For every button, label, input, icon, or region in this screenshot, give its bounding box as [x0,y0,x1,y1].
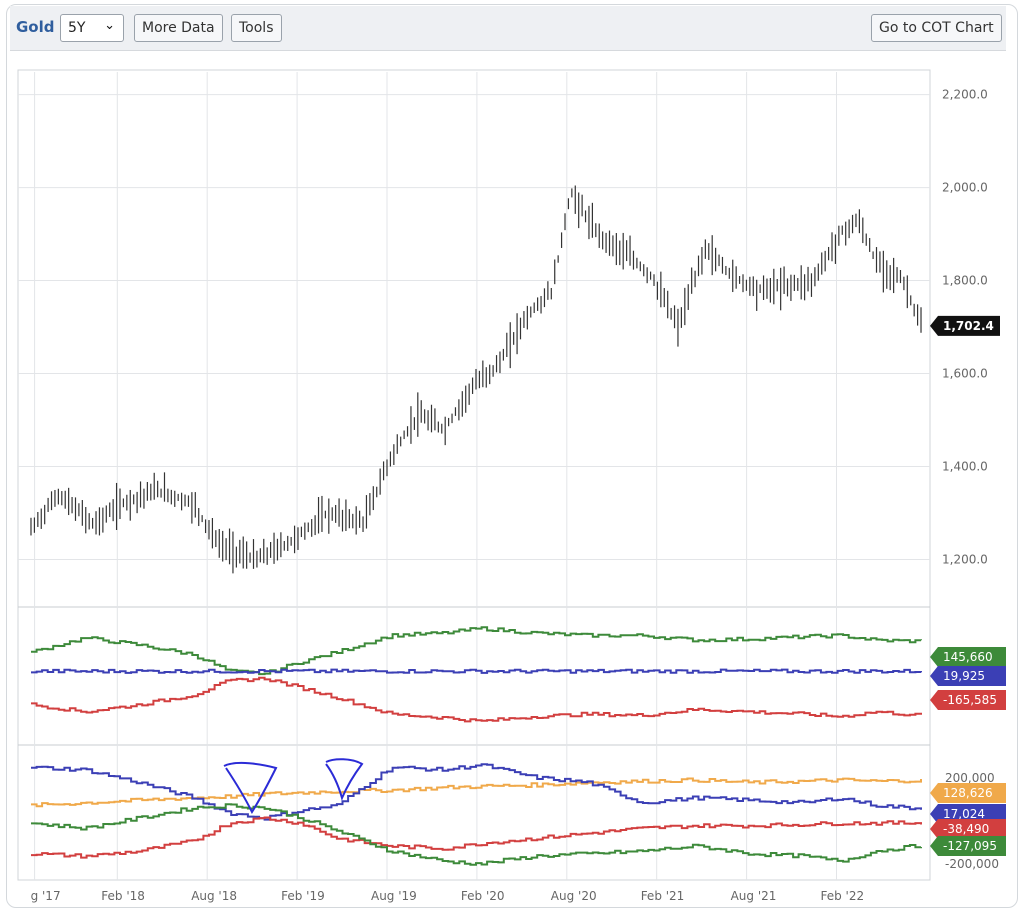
price-panel: 2,200.0 2,000.0 1,800.0 1,600.0 1,400.0 1,200… [30,88,1000,574]
net-series-badge [930,666,1006,686]
net-series-line [31,676,922,723]
chart-border [17,69,931,881]
annotation-triangle-2 [325,758,364,801]
period-select[interactable]: 5Y ⌄ [60,14,124,42]
chart-toolbar: Gold 5Y ⌄ More Data Tools Go to COT Char… [10,6,1006,51]
cot-chart-button[interactable]: Go to COT Chart [871,14,1002,42]
net-series-badge [930,690,1006,710]
oi-series-badge [930,836,1006,856]
oi-series-line [31,763,922,821]
oi-series-badge [930,819,1006,839]
x-tick-label: Feb '20 [461,889,505,903]
last-price-label: 1,702.4 [943,319,994,333]
x-tick-label: Feb '18 [101,889,145,903]
x-tick-label: g '17 [31,889,61,903]
y-tick-label: 200,000 [945,771,995,785]
price-bars [30,185,922,574]
oi-series-badge [930,783,1006,803]
net-series-label: 145,660 [943,650,993,664]
chart-widget [6,4,1018,908]
oi-series-label: 17,024 [943,807,985,821]
y-tick-label: 2,000.0 [942,181,988,195]
oi-series-label: -127,095 [943,839,997,853]
x-tick-label: Feb '22 [821,889,865,903]
y-tick-label: 1,400.0 [942,460,988,474]
chevron-down-icon: ⌄ [104,18,115,33]
open-interest-panel: 200,000 -200,000 128,626 17,024-38,490 -127,… [31,763,1006,871]
x-tick-label: Feb '19 [281,889,325,903]
period-value: 5Y [68,20,86,36]
oi-series-label: -38,490 [943,822,989,836]
oi-series-line [31,803,922,866]
net-series-line [31,668,922,674]
x-tick-label: Aug '19 [371,889,417,903]
net-positions-panel: 145,660 19,925 -165,585 [31,626,1006,723]
x-axis: g '17 Feb '18 Aug '18 Feb '19 Aug '19 Feb '20… [31,889,865,903]
y-tick-label: 1,600.0 [942,367,988,381]
annotation-triangle-1 [223,761,278,815]
last-price-badge [930,315,1000,336]
x-tick-label: Aug '21 [731,889,777,903]
oi-series-label: 128,626 [943,786,993,800]
net-series-label: -165,585 [943,693,997,707]
hand-drawn-annotations [223,758,364,815]
symbol-label: Gold [16,18,55,36]
net-series-line [31,626,922,676]
chart-grid [17,69,931,881]
oi-series-line [31,816,922,859]
oi-series-line [31,777,922,808]
x-tick-label: Aug '20 [551,889,597,903]
y-tick-label: 2,200.0 [942,88,988,102]
more-data-button[interactable]: More Data [134,14,223,42]
y-tick-label: 1,800.0 [942,274,988,288]
y-tick-label: 1,200.0 [942,553,988,567]
net-series-badge [930,647,1006,667]
tools-button[interactable]: Tools [231,14,282,42]
x-tick-label: Feb '21 [641,889,685,903]
net-series-label: 19,925 [943,669,985,683]
x-tick-label: Aug '18 [191,889,237,903]
y-tick-label: -200,000 [945,857,999,871]
